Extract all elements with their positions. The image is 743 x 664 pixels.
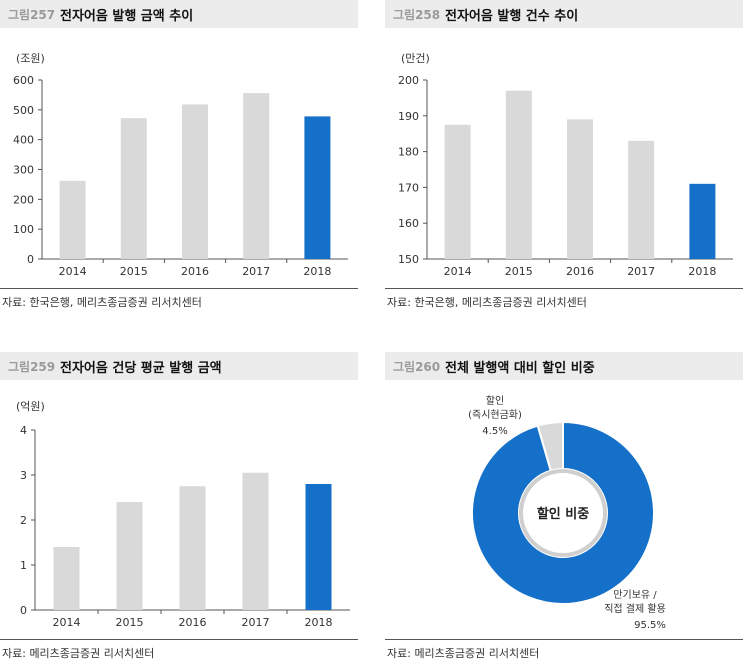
y-tick-label: 3 <box>20 469 27 482</box>
panel-issuance-count: 그림258 전자어음 발행 건수 추이 (만건) 150 160 170 180 190… <box>385 0 743 320</box>
y-tick-label: 190 <box>398 110 419 123</box>
y-tick-label: 4 <box>20 424 27 437</box>
x-tick-label: 2014 <box>59 265 87 278</box>
panel-issuance-amount: 그림257 전자어음 발행 금액 추이 (조원) 0 100 200 300 400 50… <box>0 0 358 320</box>
hold-label: 만기보유 / <box>613 589 657 601</box>
y-tick-label: 160 <box>398 217 419 230</box>
x-tick-label: 2016 <box>181 265 209 278</box>
y-tick-label: 170 <box>398 181 419 194</box>
donut-chart-discount: 할인 비중 할인 (즉시현금화) 4.5% 만기보유 /직접 결제 활용 95.5% <box>468 395 666 631</box>
figure-title: 전자어음 건당 평균 발행 금액 <box>60 361 222 376</box>
bar-2018 <box>305 484 332 610</box>
y-tick-label: 200 <box>13 193 34 206</box>
x-tick-label: 2017 <box>242 265 270 278</box>
bar-2015 <box>505 90 532 260</box>
figure-title: 전자어음 발행 금액 추이 <box>60 9 194 24</box>
source-note: 자료: 한국은행, 메리츠종금증권 리서치센터 <box>2 296 202 309</box>
source-note: 자료: 한국은행, 메리츠종금증권 리서치센터 <box>387 296 587 309</box>
hold-label: 직접 결제 활용 <box>604 602 666 615</box>
x-tick-label: 2016 <box>179 616 207 629</box>
y-unit-label: (조원) <box>16 52 45 65</box>
panel-header: 그림260 전체 발행액 대비 할인 비중 <box>385 352 743 380</box>
bar-2017 <box>242 472 269 610</box>
y-tick-label: 2 <box>20 514 27 527</box>
panel-header: 그림258 전자어음 발행 건수 추이 <box>385 0 743 28</box>
y-tick-label: 500 <box>13 104 34 117</box>
y-tick-label: 600 <box>13 74 34 87</box>
bar-2014 <box>59 180 86 259</box>
bar-2017 <box>243 93 270 259</box>
figure-label: 그림260 <box>393 360 441 374</box>
y-tick-label: 0 <box>27 253 34 266</box>
x-tick-label: 2018 <box>303 265 331 278</box>
bar-chart-average: 0 1 2 3 4 2014 2015 2016 2017 2018 <box>20 424 350 629</box>
bar-2018 <box>689 183 716 259</box>
x-tick-label: 2015 <box>505 265 533 278</box>
x-tick-label: 2018 <box>305 616 333 629</box>
source-divider <box>385 639 743 640</box>
bar-2015 <box>120 118 147 259</box>
donut-center-label: 할인 비중 <box>537 506 589 522</box>
y-unit-label: (억원) <box>16 400 45 413</box>
panel-header: 그림259 전자어음 건당 평균 발행 금액 <box>0 352 358 380</box>
bar-2018 <box>304 116 331 259</box>
source-divider <box>0 288 358 289</box>
panel-average-amount: 그림259 전자어음 건당 평균 발행 금액 (억원) 0 1 2 3 4 2014 201… <box>0 352 358 664</box>
source-divider <box>0 639 358 640</box>
bar-chart-count: 150 160 170 180 190 200 2014 2015 2016 2017 2018 <box>398 74 733 278</box>
figure-label: 그림257 <box>8 8 56 22</box>
bar-chart-amount: 0 100 200 300 400 500 600 2014 2015 2016 2017 2018 <box>13 74 348 278</box>
y-tick-label: 1 <box>20 559 27 572</box>
source-note: 자료: 메리츠종금증권 리서치센터 <box>387 647 540 660</box>
x-tick-label: 2014 <box>53 616 81 629</box>
panel-header: 그림257 전자어음 발행 금액 추이 <box>0 0 358 28</box>
y-tick-label: 150 <box>398 253 419 266</box>
bar-2014 <box>444 124 471 259</box>
bar-2016 <box>567 119 593 259</box>
y-tick-label: 400 <box>13 134 34 147</box>
bar-2016 <box>179 486 206 610</box>
discount-value-label: 4.5% <box>482 426 507 437</box>
source-divider <box>385 288 743 289</box>
hold-value-label: 95.5% <box>634 620 666 631</box>
x-tick-label: 2014 <box>444 265 472 278</box>
source-note: 자료: 메리츠종금증권 리서치센터 <box>2 647 155 660</box>
x-tick-label: 2018 <box>688 265 716 278</box>
discount-label: (즉시현금화) <box>468 409 522 421</box>
y-tick-label: 300 <box>13 164 34 177</box>
y-tick-label: 180 <box>398 146 419 159</box>
donut-hole <box>519 469 607 557</box>
y-unit-label: (만건) <box>401 52 430 65</box>
panel-discount-share: 그림260 전체 발행액 대비 할인 비중 할인 비중 할인 (즉시현금화) 4.5%… <box>385 352 743 664</box>
figure-label: 그림258 <box>393 8 441 22</box>
bar-2015 <box>116 502 143 610</box>
figure-title: 전체 발행액 대비 할인 비중 <box>445 361 595 376</box>
bar-2017 <box>628 140 655 259</box>
discount-label: 할인 <box>486 395 504 407</box>
x-tick-label: 2015 <box>120 265 148 278</box>
y-tick-label: 0 <box>20 604 27 617</box>
figure-label: 그림259 <box>8 360 56 374</box>
bar-2016 <box>182 104 208 259</box>
y-tick-label: 100 <box>13 223 34 236</box>
bar-2014 <box>53 547 80 610</box>
x-tick-label: 2015 <box>116 616 144 629</box>
y-tick-label: 200 <box>398 74 419 87</box>
x-tick-label: 2017 <box>242 616 270 629</box>
figure-title: 전자어음 발행 건수 추이 <box>445 9 579 24</box>
x-tick-label: 2017 <box>627 265 655 278</box>
x-tick-label: 2016 <box>566 265 594 278</box>
